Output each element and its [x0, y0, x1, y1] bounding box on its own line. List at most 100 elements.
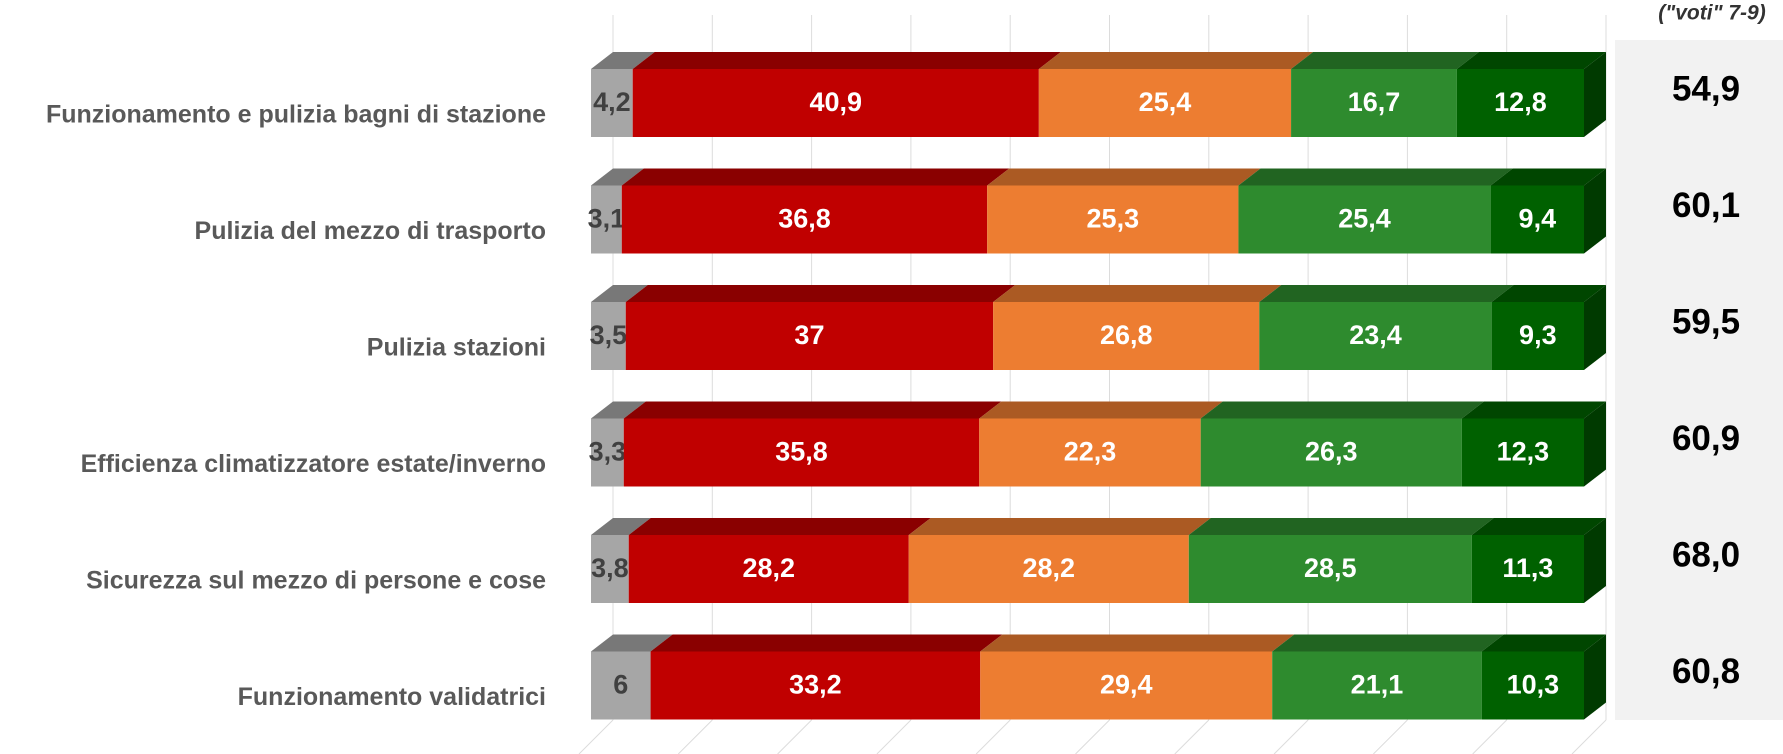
bar-top: [1471, 518, 1606, 535]
bar: [621, 185, 988, 254]
value-label: 25,4: [1139, 87, 1192, 117]
bar-top: [1461, 401, 1606, 419]
bar: [1188, 535, 1472, 603]
bar: [1272, 651, 1482, 720]
bar-top: [1259, 285, 1514, 302]
total-label: 60,9: [1672, 419, 1740, 458]
bar: [625, 302, 994, 370]
bar-top: [591, 285, 648, 302]
bar-top: [591, 518, 651, 535]
bar-top: [993, 285, 1282, 302]
value-label: 29,4: [1100, 670, 1153, 700]
bar: [1461, 418, 1584, 487]
value-label: 21,1: [1351, 670, 1404, 700]
bar: [1259, 302, 1492, 370]
value-label: 40,9: [809, 87, 862, 117]
bar-top: [1238, 168, 1513, 186]
value-label: 3,3: [589, 437, 627, 467]
value-label: 28,2: [1022, 553, 1075, 583]
bar: [591, 418, 624, 487]
bar-top: [908, 518, 1211, 535]
bar: [591, 69, 633, 137]
category-label: Funzionamento e pulizia bagni di stazion…: [46, 101, 546, 129]
value-label: 3,5: [590, 320, 628, 350]
total-label: 54,9: [1672, 69, 1740, 108]
floor-line: [1472, 719, 1508, 754]
floor-line: [1273, 719, 1309, 754]
bar: [1490, 185, 1584, 254]
bar: [591, 185, 622, 254]
value-label: 37: [794, 320, 824, 350]
floor-line: [1075, 719, 1110, 754]
bar: [591, 651, 651, 720]
value-label: 25,4: [1338, 204, 1391, 234]
bar-top: [650, 634, 1003, 652]
category-label: Pulizia del mezzo di trasporto: [195, 217, 546, 245]
bar: [628, 535, 909, 603]
value-label: 11,3: [1502, 553, 1553, 583]
value-label: 26,8: [1100, 320, 1153, 350]
value-label: 3,8: [591, 553, 629, 583]
bar-top: [591, 52, 655, 69]
bar-top: [1038, 52, 1314, 69]
bar: [1471, 535, 1584, 603]
floor-line: [1571, 719, 1607, 754]
total-label: 68,0: [1672, 535, 1740, 574]
bar: [1491, 302, 1584, 370]
category-label: Sicurezza sul mezzo di persone e cose: [86, 567, 546, 595]
bar-top: [1456, 52, 1606, 69]
total-label: 60,1: [1672, 186, 1740, 225]
floor-line: [677, 719, 713, 754]
bar-top: [987, 168, 1261, 186]
total-label: 59,5: [1672, 302, 1740, 341]
bar-top: [1272, 634, 1504, 652]
value-label: 23,4: [1349, 320, 1402, 350]
value-label: 3,1: [588, 204, 626, 234]
bar: [650, 651, 981, 720]
bar-top: [591, 168, 644, 186]
bar: [623, 418, 980, 487]
bar-top: [980, 634, 1295, 652]
value-label: 9,4: [1519, 204, 1557, 234]
bar: [993, 302, 1260, 370]
floor-line: [876, 719, 912, 754]
floor-line: [578, 719, 614, 754]
floor-line: [975, 719, 1011, 754]
bar-top: [623, 401, 1002, 419]
bar-side: [1584, 401, 1606, 487]
bar-top: [1481, 634, 1606, 652]
bar-top: [1200, 401, 1484, 419]
bar-top: [591, 401, 646, 419]
bar-side: [1584, 52, 1606, 137]
bar-top: [621, 168, 1010, 186]
bar: [1291, 69, 1457, 137]
bar: [632, 69, 1039, 137]
value-label: 35,8: [775, 437, 828, 467]
value-label: 33,2: [789, 670, 842, 700]
value-label: 28,2: [742, 553, 795, 583]
value-label: 16,7: [1348, 87, 1401, 117]
floor-line: [1174, 719, 1210, 754]
bar: [987, 185, 1239, 254]
category-label: Funzionamento validatrici: [238, 683, 546, 711]
value-label: 9,3: [1519, 320, 1557, 350]
value-label: 36,8: [778, 204, 831, 234]
bar-top: [979, 401, 1223, 419]
bar: [591, 302, 626, 370]
value-label: 28,5: [1304, 553, 1357, 583]
bar: [1481, 651, 1584, 720]
value-label: 12,3: [1497, 437, 1550, 467]
bar-side: [1584, 634, 1606, 720]
bar: [1038, 69, 1292, 137]
bar-top: [1188, 518, 1494, 535]
bar: [1238, 185, 1491, 254]
bar-top: [1291, 52, 1479, 69]
value-label: 12,8: [1494, 87, 1547, 117]
value-label: 26,3: [1305, 437, 1358, 467]
value-label: 6: [613, 670, 628, 700]
bar-top: [632, 52, 1061, 69]
bar-side: [1584, 168, 1606, 254]
value-label: 4,2: [593, 87, 631, 117]
category-label: Efficienza climatizzatore estate/inverno: [81, 450, 546, 478]
